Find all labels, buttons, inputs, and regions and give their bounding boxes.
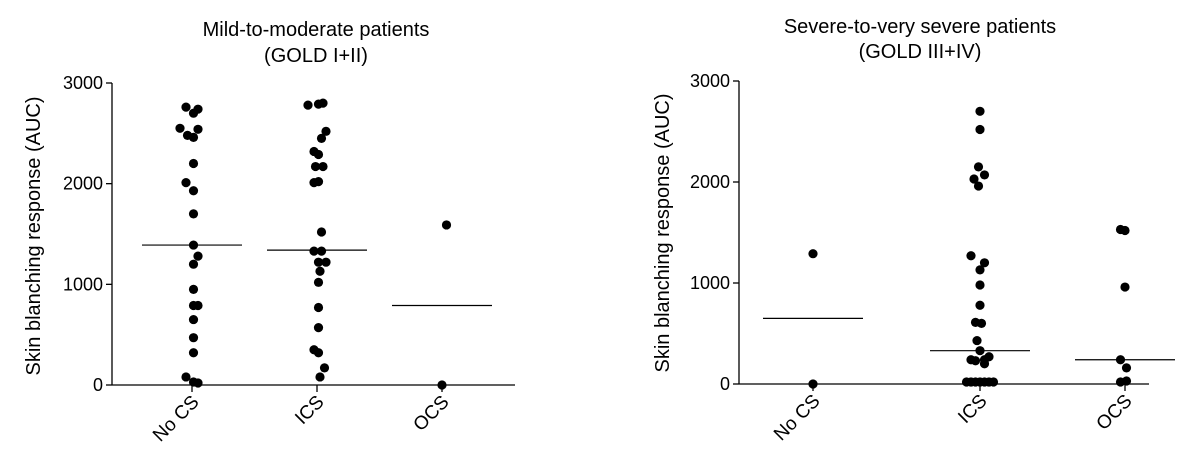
data-point [1120,225,1130,236]
y-tick-label: 1000 [690,273,730,293]
data-point [808,249,818,259]
data-point [975,106,985,116]
data-point [313,302,324,313]
data-point [437,380,447,390]
y-tick-label: 0 [720,374,730,394]
data-point [966,251,976,261]
data-point [315,266,325,276]
data-point [193,251,203,261]
data-point [975,346,985,356]
x-tick-label: OCS [1093,391,1137,435]
data-point [188,186,199,196]
data-point [316,227,327,237]
data-point [181,372,191,382]
data-point [188,240,199,250]
chart-title-line2: (GOLD I+II) [264,45,368,67]
data-point [188,348,199,358]
x-tick-label: ICS [954,391,991,428]
chart-panel-mild-moderate: Mild-to-moderate patients (GOLD I+II) Sk… [23,19,515,446]
y-tick-label: 3000 [63,73,103,93]
y-tick-label: 0 [93,375,103,395]
y-axis-label: Skin blanching response (AUC) [652,93,674,372]
data-point [975,300,985,310]
data-point [1115,355,1126,365]
data-point [181,102,191,112]
axes: 0 1000 2000 3000 No CS ICS OCS [63,73,515,446]
data-point [193,104,203,114]
data-point [808,379,818,389]
axes: 0 1000 2000 3000 No CS ICS OCS [690,71,1149,445]
x-tick-label: ICS [291,392,328,429]
data-point [1121,376,1132,386]
data-point [319,363,330,373]
data-point [975,124,985,135]
data-point [313,149,324,160]
data-point [441,220,452,230]
data-point [972,335,982,346]
data-marks [142,98,492,390]
data-point [181,178,191,188]
data-point [188,333,199,343]
data-point [979,258,990,268]
x-tick-label: No CS [770,391,824,445]
data-point [988,377,999,387]
y-tick-label: 2000 [690,172,730,192]
y-tick-label: 2000 [63,174,103,194]
y-tick-label: 1000 [63,274,103,294]
data-point [321,257,331,267]
data-point [193,124,203,134]
data-point [1120,282,1130,292]
data-point [313,323,324,333]
data-point [309,246,319,256]
chart-panel-severe: Severe-to-very severe patients (GOLD III… [652,16,1175,445]
data-point [188,300,199,311]
data-point [969,174,979,184]
y-tick-label: 3000 [690,71,730,91]
data-point [1121,363,1132,373]
y-axis-label: Skin blanching response (AUC) [23,96,45,375]
chart-title-line1: Severe-to-very severe patients [784,16,1056,38]
data-point [970,356,981,366]
data-point [313,177,324,187]
x-tick-label: OCS [410,392,454,436]
data-point [975,265,985,275]
x-tick-label: No CS [149,392,203,446]
data-point [318,98,328,108]
data-point [193,378,203,388]
data-point [979,355,990,365]
data-marks [763,106,1175,389]
data-point [303,100,313,110]
data-point [316,133,327,143]
data-point [310,161,321,172]
data-point [175,123,185,133]
data-point [188,209,199,219]
data-point [976,318,987,328]
data-point [188,259,199,269]
data-point [315,372,325,382]
chart-title-line1: Mild-to-moderate patients [203,19,430,41]
data-point [973,162,984,172]
data-point [316,246,327,256]
data-point [973,181,984,191]
data-point [318,161,328,172]
data-point [313,348,324,358]
data-point [975,280,985,290]
data-point [313,277,324,287]
data-point [188,284,199,294]
data-point [321,126,331,136]
data-point [188,314,199,325]
chart-title-line2: (GOLD III+IV) [859,41,982,63]
data-point [979,170,990,180]
data-point [188,158,199,169]
data-point [313,257,324,267]
data-point [188,132,199,142]
